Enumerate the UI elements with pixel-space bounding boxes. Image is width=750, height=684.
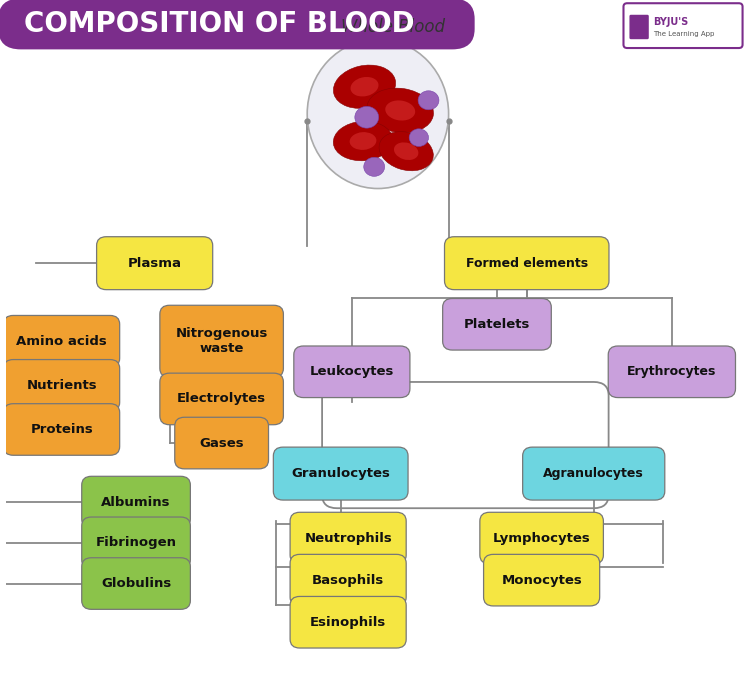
Circle shape: [418, 91, 439, 110]
Ellipse shape: [379, 131, 433, 171]
FancyBboxPatch shape: [0, 0, 475, 49]
Text: Fibrinogen: Fibrinogen: [95, 536, 176, 549]
Text: Esinophils: Esinophils: [310, 616, 386, 629]
Ellipse shape: [350, 77, 379, 96]
Ellipse shape: [394, 142, 418, 160]
FancyBboxPatch shape: [523, 447, 664, 500]
Ellipse shape: [308, 39, 448, 189]
FancyBboxPatch shape: [480, 512, 604, 564]
FancyBboxPatch shape: [4, 315, 120, 367]
FancyBboxPatch shape: [97, 237, 213, 289]
FancyBboxPatch shape: [82, 517, 190, 568]
Text: Neutrophils: Neutrophils: [304, 531, 392, 544]
Text: Proteins: Proteins: [30, 423, 93, 436]
FancyBboxPatch shape: [623, 3, 742, 48]
Text: Lymphocytes: Lymphocytes: [493, 531, 590, 544]
Text: Granulocytes: Granulocytes: [291, 467, 390, 480]
Circle shape: [410, 129, 428, 146]
Circle shape: [364, 157, 385, 176]
Text: Albumins: Albumins: [101, 496, 171, 509]
FancyBboxPatch shape: [290, 554, 406, 606]
Text: Basophils: Basophils: [312, 574, 384, 587]
Text: COMPOSITION OF BLOOD: COMPOSITION OF BLOOD: [25, 10, 415, 38]
Text: Nutrients: Nutrients: [26, 379, 97, 392]
FancyBboxPatch shape: [4, 404, 120, 456]
Text: Nitrogenous
waste: Nitrogenous waste: [176, 327, 268, 355]
FancyBboxPatch shape: [82, 557, 190, 609]
Text: Agranulocytes: Agranulocytes: [543, 467, 644, 480]
Text: Globulins: Globulins: [101, 577, 171, 590]
FancyBboxPatch shape: [442, 298, 551, 350]
Text: Electrolytes: Electrolytes: [177, 393, 266, 406]
Text: Amino acids: Amino acids: [16, 334, 107, 347]
Text: Gases: Gases: [200, 436, 244, 449]
Ellipse shape: [334, 65, 396, 108]
FancyBboxPatch shape: [160, 373, 284, 425]
Text: Leukocytes: Leukocytes: [310, 365, 394, 378]
FancyBboxPatch shape: [160, 305, 284, 377]
FancyBboxPatch shape: [445, 237, 609, 289]
Text: Monocytes: Monocytes: [501, 574, 582, 587]
FancyBboxPatch shape: [273, 447, 408, 500]
FancyBboxPatch shape: [294, 346, 410, 397]
FancyBboxPatch shape: [175, 417, 268, 469]
FancyBboxPatch shape: [4, 360, 120, 411]
Text: BYJU'S: BYJU'S: [653, 17, 688, 27]
Circle shape: [355, 107, 379, 128]
FancyBboxPatch shape: [82, 476, 190, 528]
Text: Whole Blood: Whole Blood: [340, 18, 445, 36]
FancyBboxPatch shape: [629, 15, 649, 39]
Text: Plasma: Plasma: [128, 256, 182, 269]
Text: Platelets: Platelets: [464, 318, 530, 331]
FancyBboxPatch shape: [290, 512, 406, 564]
Text: The Learning App: The Learning App: [653, 31, 715, 38]
Ellipse shape: [333, 121, 393, 161]
FancyBboxPatch shape: [608, 346, 736, 397]
Ellipse shape: [350, 132, 376, 150]
FancyBboxPatch shape: [290, 596, 406, 648]
Text: Erythrocytes: Erythrocytes: [627, 365, 716, 378]
Ellipse shape: [367, 88, 434, 133]
Ellipse shape: [386, 101, 416, 120]
FancyBboxPatch shape: [484, 554, 600, 606]
Text: Formed elements: Formed elements: [466, 256, 588, 269]
